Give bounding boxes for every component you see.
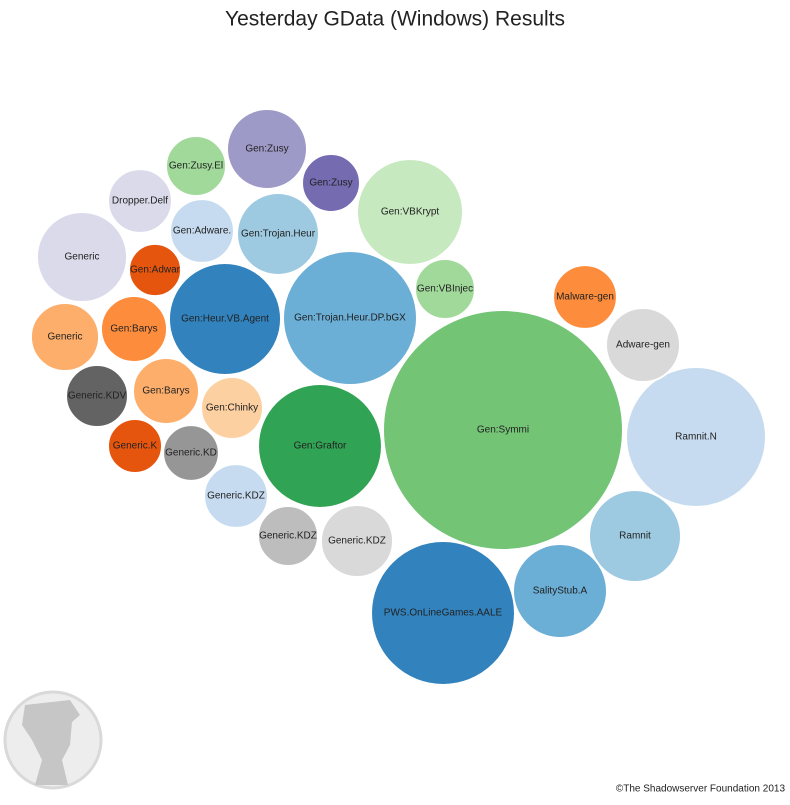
bubble xyxy=(414,258,476,320)
bubble-label: Generic.KDZ xyxy=(259,531,317,542)
bubble xyxy=(162,424,220,482)
bubble xyxy=(319,503,395,579)
bubble-label: Gen:Trojan.Heur xyxy=(241,229,316,240)
bubble xyxy=(355,157,465,267)
bubble xyxy=(200,376,264,440)
bubble xyxy=(257,383,383,509)
bubble-label: Malware-gen xyxy=(556,292,614,303)
logo xyxy=(3,690,103,790)
bubble-label: Generic.KD xyxy=(165,448,217,459)
bubble-label: Gen:Trojan.Heur.DP.bGX xyxy=(294,313,406,324)
bubble-label: Generic.KDZ xyxy=(328,536,386,547)
bubble-label: Generic.K xyxy=(113,441,158,452)
bubble xyxy=(169,198,235,264)
bubble xyxy=(382,309,624,551)
bubble xyxy=(257,505,319,567)
bubble-label: Gen:Graftor xyxy=(294,441,347,452)
chart-title: Yesterday GData (Windows) Results xyxy=(225,8,565,31)
bubble-label: Adware-gen xyxy=(616,340,670,351)
bubble xyxy=(281,249,419,387)
bubble xyxy=(511,542,609,640)
bubble-label: Gen:Adware. xyxy=(173,226,231,237)
bubble-label: SalityStub.A xyxy=(533,586,588,597)
bubble xyxy=(604,306,682,384)
bubble-label: Ramnit.N xyxy=(675,432,717,443)
bubble xyxy=(107,168,173,234)
bubble-label: Generic.KDZ xyxy=(207,491,265,502)
bubble xyxy=(65,364,129,428)
bubble xyxy=(587,488,683,584)
bubble xyxy=(167,261,283,377)
bubble-label: Gen:Heur.VB.Agent xyxy=(181,314,269,325)
bubble-label: Gen:Adwar xyxy=(130,265,181,276)
bubble-label: Gen:VBKrypt xyxy=(381,207,440,218)
bubble xyxy=(236,192,320,276)
bubble xyxy=(552,264,618,330)
bubble xyxy=(165,135,227,197)
bubble-label: Gen:Chinky xyxy=(206,403,258,414)
bubble-label: Generic xyxy=(64,252,99,263)
bubble-label: Gen:Symmi xyxy=(477,425,529,436)
bubble-label: Gen:Zusy xyxy=(245,144,288,155)
bubble-label: Gen:Zusy xyxy=(309,178,352,189)
bubble xyxy=(29,301,101,373)
bubble xyxy=(99,294,169,364)
bubble-label: Generic xyxy=(47,332,82,343)
bubble xyxy=(106,417,164,475)
bubble xyxy=(127,242,183,298)
bubble xyxy=(301,153,361,213)
bubble xyxy=(203,463,269,529)
bubble xyxy=(131,356,201,426)
bubble-label: PWS.OnLineGames.AALE xyxy=(384,608,503,619)
bubble-label: Gen:Zusy.El xyxy=(169,161,223,172)
bubble xyxy=(226,108,308,190)
bubble-label: Dropper.Delf xyxy=(112,196,168,207)
bubble xyxy=(35,210,129,304)
bubble-label: Gen:VBInjec xyxy=(417,284,473,295)
bubble xyxy=(625,366,767,508)
bubble xyxy=(370,540,516,686)
bubble-label: Gen:Barys xyxy=(142,386,189,397)
bubble-label: Ramnit xyxy=(619,531,651,542)
bubble-label: Gen:Barys xyxy=(110,324,157,335)
credit: ©The Shadowserver Foundation 2013 xyxy=(616,784,786,795)
bubble-label: Generic.KDV xyxy=(68,391,127,402)
